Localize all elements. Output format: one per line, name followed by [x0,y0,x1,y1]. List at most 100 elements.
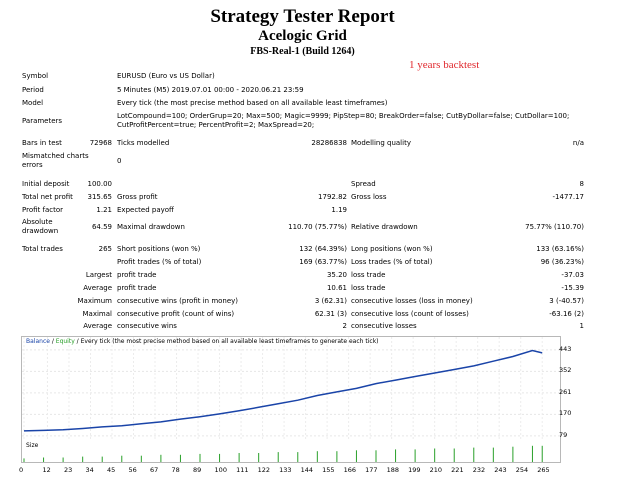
period-value: 5 Minutes (M5) 2019.07.01 00:00 - 2020.0… [117,86,304,94]
report-title: Strategy Tester Report [210,6,395,27]
series-line-balance [23,349,543,432]
volume-bar [258,453,260,462]
x-tick-label: 100 [214,466,227,474]
volume-bar [297,452,299,462]
server-build: FBS-Real-1 (Build 1264) [250,46,355,57]
extreme-prefix: Maximal [82,310,112,318]
extreme-profit-value: 62.31 (3) [314,310,347,318]
x-tick-label: 67 [150,466,159,474]
x-tick-label: 144 [300,466,314,474]
expert-name: Acelogic Grid [258,28,347,44]
chart-legend: Balance / Equity / Every tick (the most … [26,338,379,345]
x-tick-label: 254 [515,466,529,474]
x-tick-label: 78 [171,466,180,474]
total-trades-value: 265 [98,245,112,253]
profit-factor-value: 1.21 [96,206,112,214]
extreme-profit-label: consecutive profit (count of wins) [117,310,235,318]
extreme-loss-label: loss trade [351,271,386,279]
gross-profit-value: 1792.82 [318,193,347,201]
symbol-label: Symbol [22,72,49,80]
volume-bar [62,457,64,462]
short-positions-value: 132 (64.39%) [299,245,347,253]
extreme-profit-value: 35.20 [326,271,347,279]
abs-drawdown-value: 64.59 [91,223,112,231]
long-positions-value: 133 (63.16%) [536,245,584,253]
y-tick-label: 261 [559,387,572,396]
x-tick-label: 243 [494,466,507,474]
gross-loss-label: Gross loss [351,193,387,201]
extreme-loss-value: -37.03 [561,271,584,279]
mismatched-label-2: errors [22,161,43,169]
expected-payoff-label: Expected payoff [117,206,174,214]
net-profit-label: Total net profit [22,193,73,201]
x-tick-label: 265 [537,466,550,474]
extreme-prefix: Maximum [77,297,113,305]
legend-sep: / [74,338,81,345]
x-tick-label: 155 [322,466,335,474]
volume-bar [199,453,201,462]
volume-bar [531,445,533,462]
x-tick-label: 210 [429,466,443,474]
volume-bar [160,454,162,462]
y-tick-label: 443 [559,344,572,353]
volume-bar [238,453,240,462]
abs-drawdown-label-1: Absolute [22,218,53,226]
rel-drawdown-value: 75.77% (110.70) [525,223,584,231]
profit-trades-label: Profit trades (% of total) [117,258,202,266]
volume-bar [434,448,436,462]
parameters-value-2: CutProfitPercent=true; PercentProfit=2; … [117,121,315,129]
balance-chart: Balance / Equity / Every tick (the most … [21,336,561,441]
extreme-loss-value: -63.16 (2) [549,310,584,318]
extreme-loss-label: consecutive loss (count of losses) [351,310,469,318]
extreme-loss-value: 3 (-40.57) [549,297,584,305]
ticks-label: Ticks modelled [117,139,170,147]
gross-loss-value: -1477.17 [552,193,584,201]
x-tick-label: 188 [386,466,400,474]
x-tick-label: 23 [63,466,73,474]
extreme-loss-value: 1 [579,322,584,330]
x-tick-label: 45 [107,466,116,474]
legend-sep: / [49,338,56,345]
parameters-label: Parameters [22,117,63,125]
volume-bar [375,450,377,462]
quality-value: n/a [572,139,584,147]
parameters-value: LotCompound=100; OrderGrup=20; Max=500; … [117,112,570,120]
x-tick-label: 111 [236,466,249,474]
volume-bar [512,446,514,462]
volume-bar [23,458,25,462]
model-value: Every tick (the most precise method base… [117,99,388,107]
short-positions-label: Short positions (won %) [117,245,201,253]
max-drawdown-value: 110.70 (75.77%) [288,223,347,231]
volume-chart: Size [21,440,561,463]
profit-trades-value: 169 (63.77%) [299,258,347,266]
extreme-loss-label: consecutive losses (loss in money) [351,297,473,305]
extreme-profit-label: consecutive wins (profit in money) [117,297,239,305]
volume-bar [473,447,475,462]
max-drawdown-label: Maximal drawdown [117,223,185,231]
x-tick-label: 199 [408,466,421,474]
legend-description: Every tick (the most precise method base… [80,338,379,345]
volume-bar [541,445,543,462]
bars-label: Bars in test [22,139,62,147]
extreme-loss-label: loss trade [351,284,386,292]
abs-drawdown-label-2: drawdown [22,227,59,235]
rel-drawdown-label: Relative drawdown [351,223,418,231]
bars-value: 72968 [89,139,112,147]
extreme-profit-label: consecutive wins [117,322,177,330]
initial-deposit-value: 100.00 [87,180,113,188]
period-label: Period [22,86,44,94]
extreme-prefix: Average [83,322,112,330]
volume-bar [179,454,181,462]
loss-trades-label: Loss trades (% of total) [351,258,433,266]
x-tick-label: 0 [19,466,24,474]
initial-deposit-label: Initial deposit [22,180,70,188]
volume-bar [121,455,123,462]
extreme-profit-value: 2 [342,322,347,330]
net-profit-value: 315.65 [87,193,113,201]
profit-factor-label: Profit factor [22,206,63,214]
legend-balance: Balance [26,338,50,345]
volume-bar [316,451,318,462]
x-tick-label: 122 [257,466,270,474]
legend-equity: Equity [55,338,75,345]
expected-payoff-value: 1.19 [331,206,347,214]
